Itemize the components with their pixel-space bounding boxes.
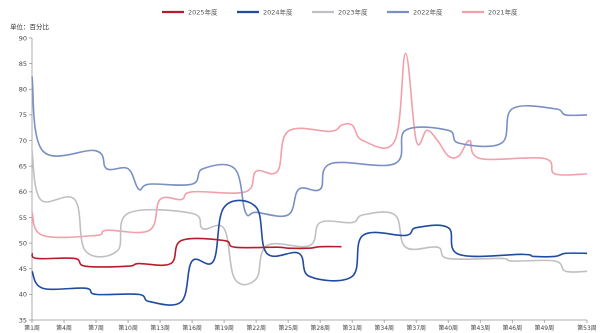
y-tick-label: 90 <box>19 34 27 42</box>
x-tick-label: 第46周 <box>502 324 522 332</box>
series-line-2024年度 <box>31 199 588 306</box>
y-tick-label: 70 <box>19 137 27 145</box>
legend-label: 2021年度 <box>488 7 518 16</box>
x-tick-label: 第25周 <box>278 324 298 332</box>
x-axis: 第1周 第4周 第7周 第10周 第13周 第16周 第19周 第22周 第25周 第28周 第31… <box>24 319 597 332</box>
series-line-2022年度 <box>31 76 588 218</box>
series-line-2021年度 <box>31 52 588 239</box>
y-unit-label: 单位：百分比 <box>10 22 50 31</box>
series-line-2025年度 <box>31 237 342 268</box>
legend-label: 2023年度 <box>338 7 368 16</box>
y-axis: 35 40 45 50 55 60 65 70 75 80 85 90 <box>19 34 33 324</box>
y-tick-label: 60 <box>19 188 27 196</box>
y-tick-label: 85 <box>19 60 27 68</box>
legend-label: 2022年度 <box>413 7 443 16</box>
x-tick-label: 第53周 <box>577 324 597 332</box>
x-tick-label: 第43周 <box>470 324 490 332</box>
x-tick-label: 第16周 <box>182 324 202 332</box>
legend-label: 2025年度 <box>188 7 218 16</box>
x-tick-label: 第1周 <box>24 324 40 332</box>
x-tick-label: 第13周 <box>150 324 170 332</box>
y-tick-label: 65 <box>19 162 27 170</box>
x-tick-label: 第49周 <box>534 324 554 332</box>
x-tick-label: 第19周 <box>214 324 234 332</box>
x-tick-label: 第7周 <box>88 324 104 332</box>
x-tick-label: 第28周 <box>310 324 330 332</box>
legend: 2025年度 2024年度 2023年度 2022年度 2021年度 <box>162 7 518 16</box>
x-tick-label: 第22周 <box>246 324 266 332</box>
y-tick-label: 75 <box>19 111 27 119</box>
x-tick-label: 第34周 <box>374 324 394 332</box>
series-lines <box>31 52 588 306</box>
y-tick-label: 55 <box>19 214 27 222</box>
x-tick-label: 第10周 <box>118 324 138 332</box>
x-tick-label: 第31周 <box>342 324 362 332</box>
x-tick-label: 第37周 <box>406 324 426 332</box>
y-tick-label: 80 <box>19 86 27 94</box>
x-tick-label: 第40周 <box>438 324 458 332</box>
legend-label: 2024年度 <box>263 7 293 16</box>
x-tick-label: 第4周 <box>56 324 72 332</box>
series-line-2023年度 <box>31 150 588 286</box>
y-tick-label: 50 <box>19 239 27 247</box>
y-tick-label: 45 <box>19 265 27 273</box>
y-tick-label: 35 <box>19 316 27 324</box>
y-tick-label: 40 <box>19 291 27 299</box>
